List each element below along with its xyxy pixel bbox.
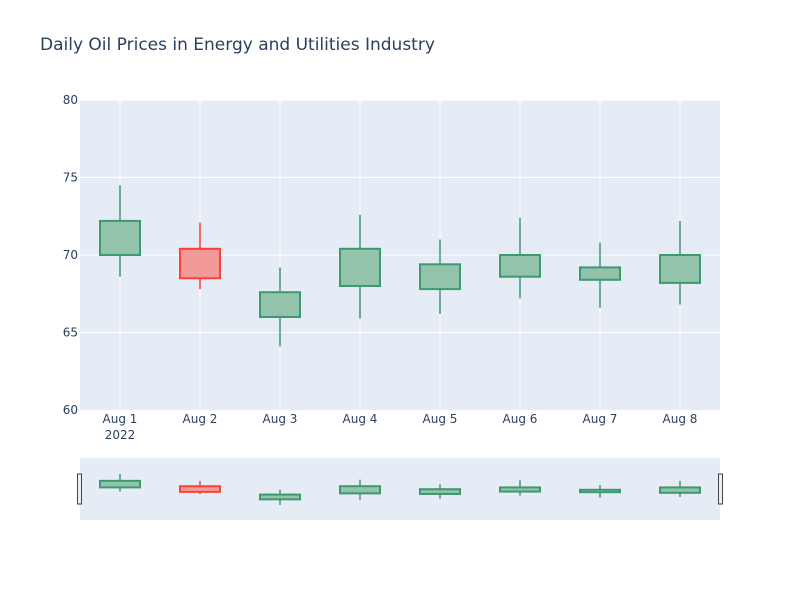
- slider-candle: [579, 485, 621, 498]
- candle: [339, 214, 381, 319]
- slider-candle-body: [179, 485, 221, 493]
- candle: [179, 222, 221, 290]
- slider-candle-body: [99, 479, 141, 489]
- slider-candle-body: [419, 488, 461, 495]
- y-tick-label: 60: [63, 403, 78, 417]
- slider-candle-body: [659, 486, 701, 494]
- candle-body: [179, 247, 221, 280]
- candle-body: [419, 263, 461, 291]
- rangeslider-track[interactable]: [80, 458, 720, 520]
- slider-candle: [259, 489, 301, 505]
- y-tick-label: 70: [63, 248, 78, 262]
- candle-body: [339, 247, 381, 288]
- candle-body: [99, 219, 141, 256]
- rangeslider-candles: [99, 474, 701, 505]
- candle: [259, 267, 301, 347]
- x-tick-label: Aug 1: [103, 412, 138, 426]
- y-tick-label: 75: [63, 171, 78, 185]
- y-tick-label: 80: [63, 93, 78, 107]
- candle: [419, 239, 461, 314]
- x-tick-label: Aug 8: [663, 412, 698, 426]
- candles: [99, 185, 701, 347]
- slider-candle-body: [579, 488, 621, 494]
- x-axis-year-label: 2022: [105, 428, 136, 442]
- slider-candle: [99, 474, 141, 492]
- x-tick-label: Aug 3: [263, 412, 298, 426]
- candle: [659, 220, 701, 305]
- slider-candle: [339, 479, 381, 500]
- candle: [499, 217, 541, 299]
- slider-candle: [499, 480, 541, 496]
- x-tick-label: Aug 2: [183, 412, 218, 426]
- x-tick-label: Aug 7: [583, 412, 618, 426]
- chart-title: Daily Oil Prices in Energy and Utilities…: [40, 35, 435, 55]
- y-axis: 60 65 70 75 80: [63, 93, 78, 417]
- y-tick-label: 65: [63, 326, 78, 340]
- slider-candle-body: [259, 493, 301, 501]
- x-tick-label: Aug 5: [423, 412, 458, 426]
- slider-candle: [419, 484, 461, 499]
- x-tick-label: Aug 4: [343, 412, 378, 426]
- x-tick-label: Aug 6: [503, 412, 538, 426]
- slider-candle-body: [499, 486, 541, 493]
- rangeslider-right-handle[interactable]: [718, 473, 723, 505]
- candle-body: [659, 254, 701, 284]
- slider-candle: [659, 480, 701, 497]
- x-axis: 2022 Aug 1 Aug 2 Aug 3 Aug 4 Aug 5 Aug 6 Aug 7…: [103, 412, 698, 442]
- slider-candle: [179, 481, 221, 494]
- candle: [579, 242, 621, 308]
- candle-body: [259, 291, 301, 319]
- candle: [99, 185, 141, 277]
- slider-candle-body: [339, 485, 381, 495]
- candle-body: [579, 266, 621, 281]
- candle-body: [499, 254, 541, 278]
- rangeslider-left-handle[interactable]: [77, 473, 82, 505]
